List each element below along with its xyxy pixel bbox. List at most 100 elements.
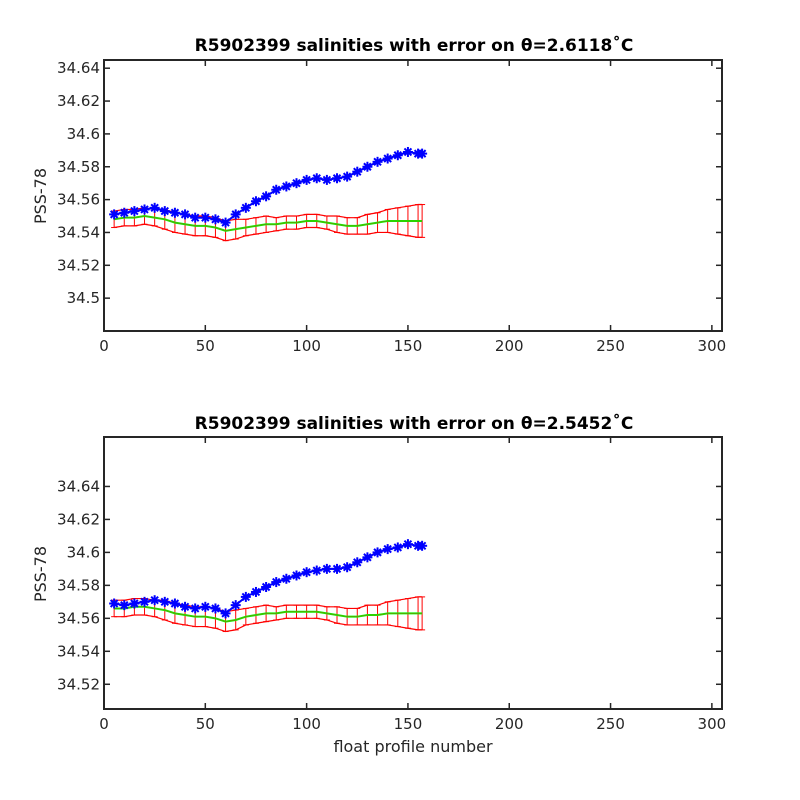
float-salinity-point: [129, 598, 140, 609]
x-tick-label: 100: [292, 337, 321, 355]
float-salinity-point: [291, 178, 302, 189]
y-axis-label: PSS-78: [31, 546, 50, 602]
float-salinity-point: [332, 173, 343, 184]
x-tick-label: 50: [196, 715, 215, 733]
float-salinity-point: [382, 544, 393, 555]
float-salinity-point: [230, 600, 241, 611]
axes-box: [103, 436, 723, 710]
y-tick-label: 34.58: [57, 576, 100, 594]
y-tick-label: 34.54: [57, 223, 100, 241]
x-tick-label: 300: [698, 715, 727, 733]
float-salinity-point: [271, 184, 282, 195]
x-tick-label: 250: [596, 715, 625, 733]
y-tick-label: 34.56: [57, 609, 100, 627]
y-tick-label: 34.54: [57, 642, 100, 660]
chart-title: R5902399 salinities with error on θ=2.61…: [195, 34, 634, 56]
float-salinity-point: [129, 206, 140, 217]
float-salinity-point: [261, 191, 272, 202]
float-salinity-point: [321, 563, 332, 574]
float-salinity-point: [392, 150, 403, 161]
float-salinity-point: [149, 202, 160, 213]
float-salinity-point: [417, 148, 428, 159]
float-salinity-point: [149, 595, 160, 606]
float-salinity-point: [139, 596, 150, 607]
y-tick-label: 34.64: [57, 59, 100, 77]
x-tick-label: 0: [99, 715, 109, 733]
float-salinity-point: [301, 567, 312, 578]
float-salinity-point: [281, 573, 292, 584]
x-tick-label: 150: [394, 715, 423, 733]
float-salinity-point: [352, 557, 363, 568]
float-salinity-point: [169, 207, 180, 218]
float-salinity-point: [372, 547, 383, 558]
plot-area: 0 50 100 150 200 250 300 34.5 34.52 34.54 34.56 34.…: [57, 59, 726, 355]
float-salinity-point: [200, 601, 211, 612]
float-salinity-point: [417, 540, 428, 551]
x-tick-label: 100: [292, 715, 321, 733]
float-salinity-point: [321, 174, 332, 185]
float-salinity-point: [342, 562, 353, 573]
float-salinity-point: [180, 209, 191, 220]
x-tick-label: 50: [196, 337, 215, 355]
float-salinity-point: [311, 173, 322, 184]
y-tick-label: 34.56: [57, 191, 100, 209]
x-tick-label: 300: [698, 337, 727, 355]
float-salinity-point: [210, 603, 221, 614]
plot-area: 0 50 100 150 200 250 300 34.52 34.54 34.56 34.58 34…: [57, 436, 727, 733]
float-salinity-point: [190, 603, 201, 614]
y-tick-label: 34.62: [57, 510, 100, 528]
float-salinity-point: [109, 598, 120, 609]
y-tick-label: 34.6: [67, 125, 100, 143]
float-salinity-point: [402, 539, 413, 550]
float-salinity-point: [352, 166, 363, 177]
x-tick-label: 0: [99, 337, 109, 355]
y-tick-label: 34.64: [57, 477, 100, 495]
float-salinity-point: [402, 146, 413, 157]
chart-bottom: R5902399 salinities with error on θ=2.54…: [31, 412, 726, 756]
float-salinity-point: [159, 206, 170, 217]
float-salinity-point: [342, 171, 353, 182]
y-tick-label: 34.52: [57, 675, 100, 693]
mapped-salinity-overlay: [114, 215, 423, 232]
float-salinity-point: [382, 153, 393, 164]
float-salinity-point: [119, 207, 130, 218]
float-salinity-point: [230, 209, 241, 220]
x-tick-label: 150: [394, 337, 423, 355]
float-salinity-point: [271, 577, 282, 588]
x-tick-label: 200: [495, 715, 524, 733]
float-salinity-point: [119, 600, 130, 611]
float-salinity-point: [372, 156, 383, 167]
mapped-salinity-overlay: [114, 606, 423, 623]
float-salinity-point: [311, 565, 322, 576]
y-axis-label: PSS-78: [31, 168, 50, 224]
float-salinity-point: [169, 598, 180, 609]
y-tick-label: 34.58: [57, 158, 100, 176]
float-salinity-point: [210, 214, 221, 225]
float-salinity-point: [190, 212, 201, 223]
float-salinity-point: [240, 591, 251, 602]
y-tick-label: 34.6: [67, 543, 100, 561]
float-salinity-point: [250, 196, 261, 207]
float-salinity-point: [250, 586, 261, 597]
float-salinity-point: [362, 161, 373, 172]
float-salinity-point: [200, 212, 211, 223]
float-salinity-point: [220, 608, 231, 619]
y-tick-label: 34.62: [57, 92, 100, 110]
axes-box: [103, 59, 723, 332]
y-tick-label: 34.52: [57, 256, 100, 274]
error-envelope-lower: [114, 223, 423, 242]
float-salinity-point: [392, 542, 403, 553]
float-salinity-point: [332, 563, 343, 574]
float-salinity-point: [220, 217, 231, 228]
float-salinity-point: [291, 570, 302, 581]
y-tick-label: 34.5: [67, 289, 100, 307]
x-tick-label: 250: [596, 337, 625, 355]
chart-title: R5902399 salinities with error on θ=2.54…: [195, 412, 634, 434]
float-salinity-point: [240, 202, 251, 213]
float-salinity-point: [139, 204, 150, 215]
float-salinity-point: [159, 596, 170, 607]
error-envelope-lower: [114, 614, 423, 633]
x-tick-label: 200: [495, 337, 524, 355]
float-salinity-point: [362, 552, 373, 563]
